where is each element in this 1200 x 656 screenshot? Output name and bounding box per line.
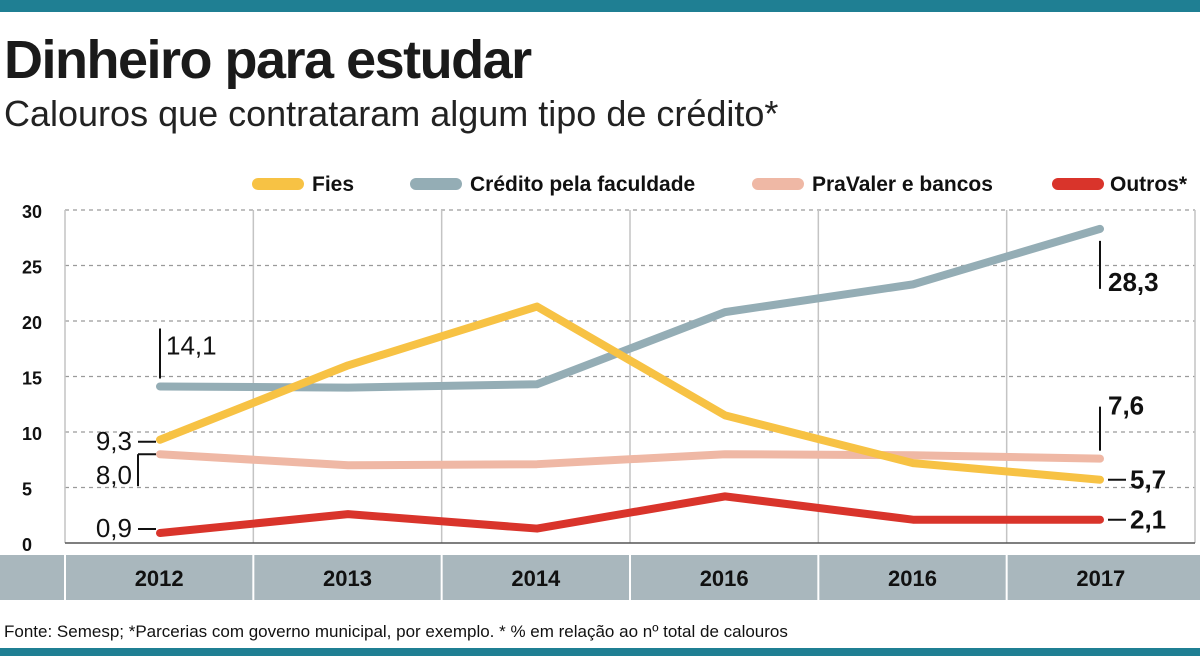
chart-title: Dinheiro para estudar (4, 30, 532, 90)
y-axis: 0 5 10 15 20 25 30 (22, 202, 42, 555)
x-tick-label: 2016 (700, 566, 749, 591)
y-tick-label: 30 (22, 202, 42, 222)
legend-label: Crédito pela faculdade (470, 173, 695, 196)
y-tick-label: 25 (22, 258, 42, 278)
chart-subtitle: Calouros que contrataram algum tipo de c… (4, 93, 779, 134)
annotation-label: 2,1 (1130, 505, 1166, 535)
x-tick-label: 2014 (511, 566, 561, 591)
legend-label: Fies (312, 173, 354, 196)
line-chart: 0 5 10 15 20 25 30 2012 2013 2014 2016 2016 2017 14… (0, 173, 1200, 600)
top-accent-bar (0, 0, 1200, 12)
annotation-label: 5,7 (1130, 465, 1166, 495)
legend: Fies Crédito pela faculdade PraValer e ban… (252, 173, 1188, 196)
series-lines (156, 224, 1104, 538)
legend-label: PraValer e bancos (812, 173, 993, 196)
annotation-label: 7,6 (1108, 391, 1144, 421)
series-line-2 (156, 450, 1104, 470)
y-tick-label: 15 (22, 369, 42, 389)
series-line-3 (156, 492, 1104, 538)
annotation-label: 14,1 (166, 330, 217, 360)
x-tick-label: 2013 (323, 566, 372, 591)
x-tick-label: 2012 (135, 566, 184, 591)
x-tick-label: 2017 (1076, 566, 1125, 591)
series-line-1 (156, 224, 1104, 392)
legend-label: Outros* (1110, 173, 1188, 196)
grid-lines (64, 209, 1196, 544)
annotations: 14,1 9,3 8,0 0,9 28,3 7,6 5,7 2,1 (96, 240, 1166, 543)
y-tick-label: 10 (22, 424, 42, 444)
source-note: Fonte: Semesp; *Parcerias com governo mu… (4, 622, 788, 641)
annotation-label: 9,3 (96, 426, 132, 456)
annotation-label: 0,9 (96, 513, 132, 543)
y-tick-label: 5 (22, 480, 32, 500)
y-tick-label: 0 (22, 535, 32, 555)
annotation-label: 28,3 (1108, 267, 1159, 297)
bottom-accent-bar (0, 648, 1200, 656)
x-axis: 2012 2013 2014 2016 2016 2017 (0, 555, 1200, 600)
series-line-0 (156, 302, 1104, 484)
y-tick-label: 20 (22, 313, 42, 333)
x-tick-label: 2016 (888, 566, 937, 591)
x-axis-band (0, 555, 1200, 600)
annotation-label: 8,0 (96, 460, 132, 490)
